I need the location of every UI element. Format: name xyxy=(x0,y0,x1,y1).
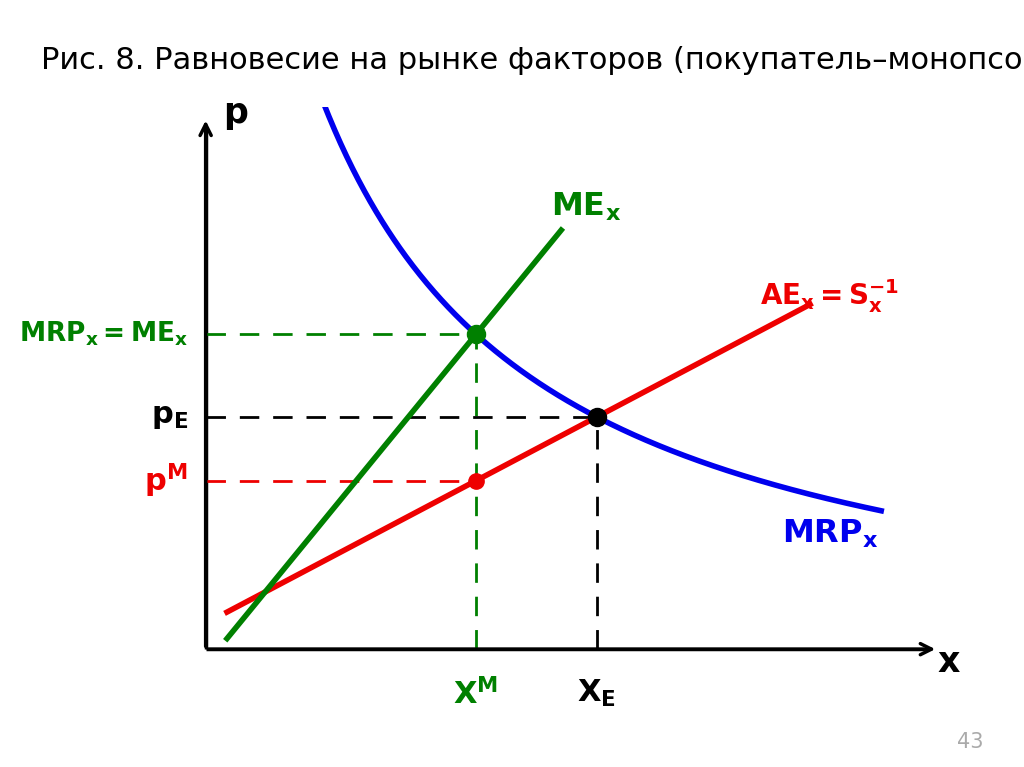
Text: $\mathbf{x}$: $\mathbf{x}$ xyxy=(937,645,961,679)
Text: $\mathbf{AE_x = S_x^{-1}}$: $\mathbf{AE_x = S_x^{-1}}$ xyxy=(760,278,899,315)
Text: $\mathbf{X_E}$: $\mathbf{X_E}$ xyxy=(578,677,616,709)
Text: $\mathbf{MRP_x}$: $\mathbf{MRP_x}$ xyxy=(781,518,878,550)
Text: 43: 43 xyxy=(956,732,983,752)
Text: Рис. 8. Равновесие на рынке факторов (покупатель–монопсонист): Рис. 8. Равновесие на рынке факторов (по… xyxy=(41,46,1024,75)
Text: $\mathbf{ME_x}$: $\mathbf{ME_x}$ xyxy=(551,190,621,222)
Text: $\mathbf{p^M}$: $\mathbf{p^M}$ xyxy=(144,462,187,500)
Text: $\mathbf{X^M}$: $\mathbf{X^M}$ xyxy=(454,677,499,710)
Text: $\mathbf{p_E}$: $\mathbf{p_E}$ xyxy=(151,403,187,432)
Text: $\mathbf{MRP_x = ME_x}$: $\mathbf{MRP_x = ME_x}$ xyxy=(18,320,187,348)
Text: $\mathbf{p}$: $\mathbf{p}$ xyxy=(223,98,249,132)
